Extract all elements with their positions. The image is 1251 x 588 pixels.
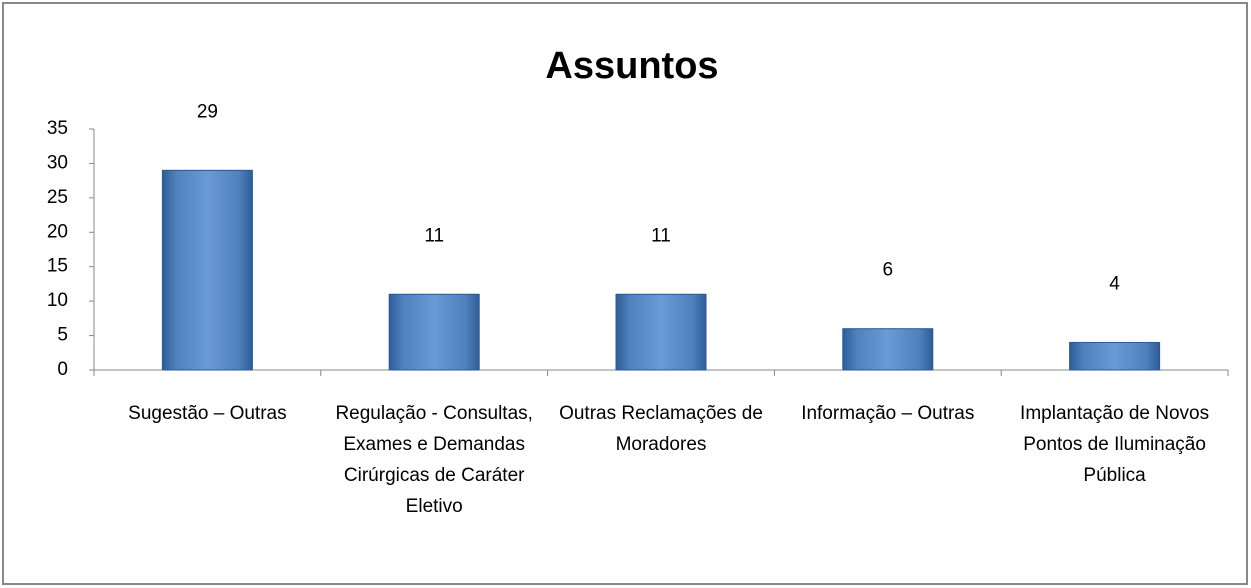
bar [388,293,480,371]
y-tick-label: 20 [47,221,68,242]
y-tick-label: 15 [47,256,68,277]
bar [1069,341,1161,371]
x-tick-label: Sugestão – Outras [128,403,287,424]
x-tick-label: Informação – Outras [801,403,975,424]
y-tick-label: 35 [47,118,68,139]
bar [161,169,253,371]
data-label: 11 [651,225,671,246]
x-tick-label: Implantação de Novos Pontos de Iluminaçã… [1020,403,1210,486]
chart-title: Assuntos [545,45,718,87]
x-tick-label: Regulação - Consultas, Exames e Demandas… [335,403,533,517]
y-tick-label: 10 [47,290,68,311]
data-label: 11 [424,225,444,246]
bar [615,293,707,371]
bar [842,328,934,371]
data-label: 4 [1109,273,1120,294]
y-tick-label: 30 [47,152,68,173]
x-tick-label: Outras Reclamações de Moradores [559,403,763,455]
data-label: 29 [197,101,218,122]
data-label: 6 [883,260,894,281]
y-tick-label: 25 [47,187,68,208]
y-tick-label: 5 [57,325,68,346]
y-tick-label: 0 [57,359,68,380]
